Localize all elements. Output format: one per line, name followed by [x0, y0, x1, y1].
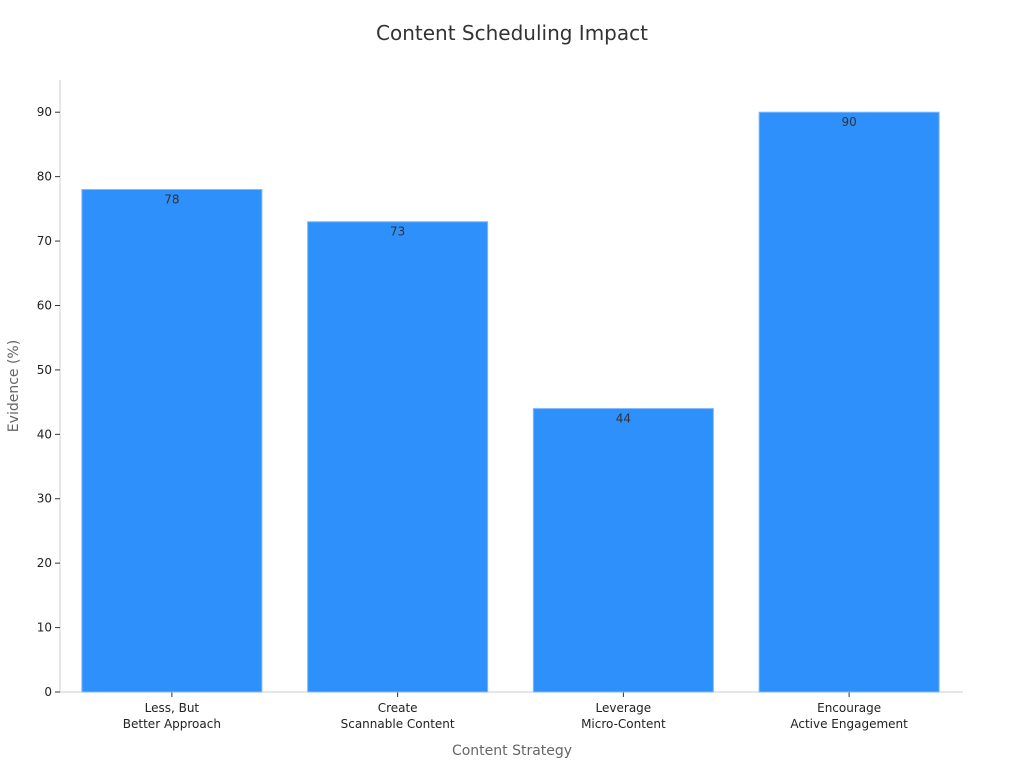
x-tick-label: Less, But: [145, 701, 200, 715]
chart-title: Content Scheduling Impact: [376, 21, 648, 45]
x-axis: Less, But Better Approach Create Scannable …: [60, 691, 963, 731]
y-tick-label: 0: [44, 685, 52, 699]
x-tick-label: Encourage: [817, 701, 881, 715]
y-tick-label: 50: [37, 363, 52, 377]
y-axis-title: Evidence (%): [6, 340, 22, 432]
data-label: 73: [390, 225, 405, 239]
bar: [758, 111, 940, 693]
data-label: 90: [841, 115, 856, 129]
x-tick-label: Micro-Content: [581, 717, 666, 731]
bar: [81, 189, 263, 693]
y-axis: 0 10 20 30 40 50 60 70 80 90: [37, 80, 61, 699]
data-label: 44: [616, 412, 631, 426]
data-labels-group: 78 73 44 90: [164, 115, 857, 425]
y-tick-label: 60: [37, 298, 52, 312]
x-tick-label: Better Approach: [123, 717, 221, 731]
y-tick-label: 70: [37, 234, 52, 248]
y-tick-label: 20: [37, 556, 52, 570]
y-tick-label: 80: [37, 170, 52, 184]
x-axis-title: Content Strategy: [452, 743, 572, 759]
x-tick-label: Scannable Content: [341, 717, 455, 731]
x-tick-label: Active Engagement: [790, 717, 908, 731]
bar: [532, 408, 714, 693]
y-tick-label: 90: [37, 105, 52, 119]
bar: [307, 221, 489, 693]
x-tick-label: Leverage: [596, 701, 652, 715]
y-tick-label: 30: [37, 492, 52, 506]
y-tick-label: 10: [37, 621, 52, 635]
data-label: 78: [164, 193, 179, 207]
bars-group: [81, 111, 940, 693]
y-tick-label: 40: [37, 427, 52, 441]
x-tick-label: Create: [378, 701, 418, 715]
